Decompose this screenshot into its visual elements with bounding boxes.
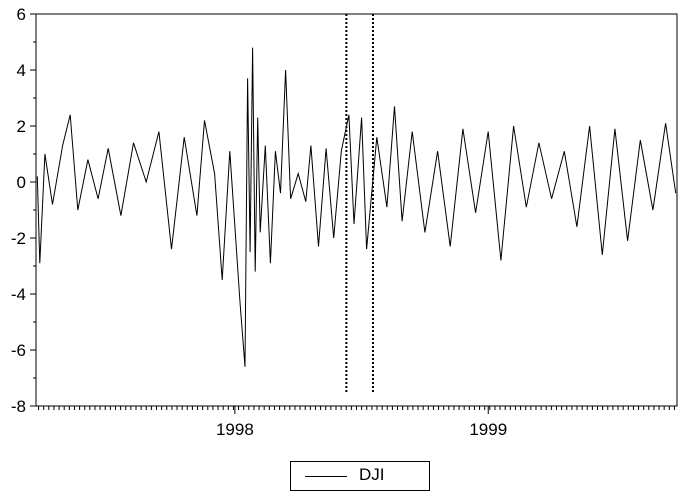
y-axis: 6 4 2 0 -2 -4 -6 -8 [11, 5, 36, 416]
y-tick-label: -6 [11, 341, 26, 360]
y-tick-label: -8 [11, 397, 26, 416]
legend-line-swatch [305, 476, 347, 477]
dotted-markers [345, 14, 374, 394]
x-tick-label: 1998 [216, 420, 254, 439]
legend: DJI [290, 461, 430, 491]
series-group [36, 47, 677, 367]
y-tick-label: 2 [17, 117, 26, 136]
series-line-dji [36, 47, 677, 367]
y-tick-label: 0 [17, 173, 26, 192]
plot-frame [35, 13, 678, 407]
y-tick-label: -4 [11, 285, 26, 304]
y-tick-label: -2 [11, 229, 26, 248]
legend-label-dji: DJI [359, 465, 385, 484]
x-tick-label: 1999 [469, 420, 507, 439]
y-tick-label: 6 [17, 5, 26, 24]
y-tick-label: 4 [17, 61, 26, 80]
x-axis: 1998 1999 [38, 406, 675, 439]
